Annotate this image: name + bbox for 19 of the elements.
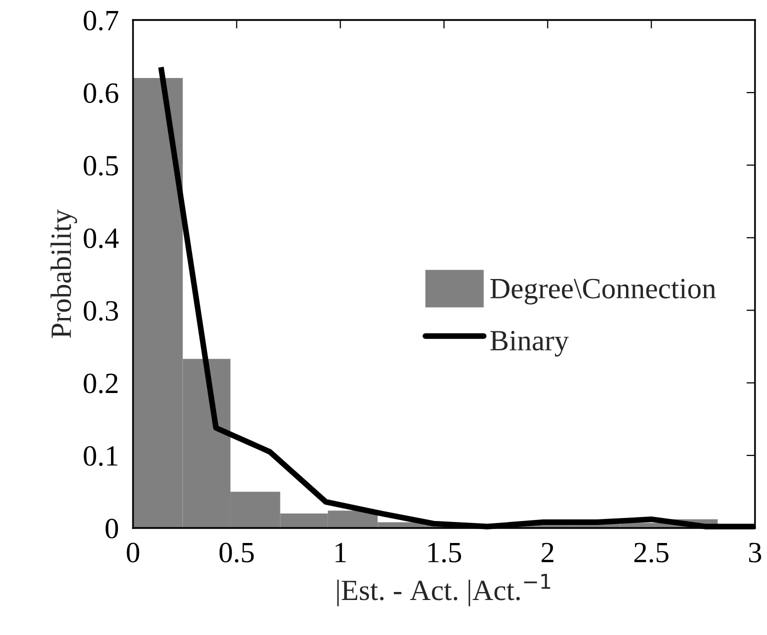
x-tick-label: 2.5 — [634, 542, 668, 563]
y-tick-label: 0.7 — [84, 10, 118, 31]
x-tick-label: 2 — [542, 542, 554, 562]
x-axis-title: |Est. - Act. |Act.$^{−1}$ — [337, 574, 550, 606]
y-tick-label: 0.1 — [84, 446, 118, 466]
y-axis-title: Probability — [50, 209, 78, 338]
y-tick-label: 0.4 — [84, 228, 119, 248]
x-tick-label: 0.5 — [220, 542, 254, 563]
y-tick-label: 0.3 — [84, 301, 118, 321]
x-tick-label: 3 — [749, 542, 762, 562]
y-tick-label: 0.5 — [84, 156, 118, 176]
legend-label: Degree\Connection — [490, 278, 716, 304]
y-tick-label: 0.2 — [84, 374, 118, 394]
legend-label: Binary — [490, 330, 569, 357]
y-tick-label: 0 — [106, 518, 118, 538]
x-tick-label: 0 — [126, 542, 140, 562]
y-tick-label: 0.6 — [84, 83, 118, 104]
x-tick-label: 1 — [336, 542, 346, 562]
x-tick-label: 1.5 — [428, 542, 462, 563]
